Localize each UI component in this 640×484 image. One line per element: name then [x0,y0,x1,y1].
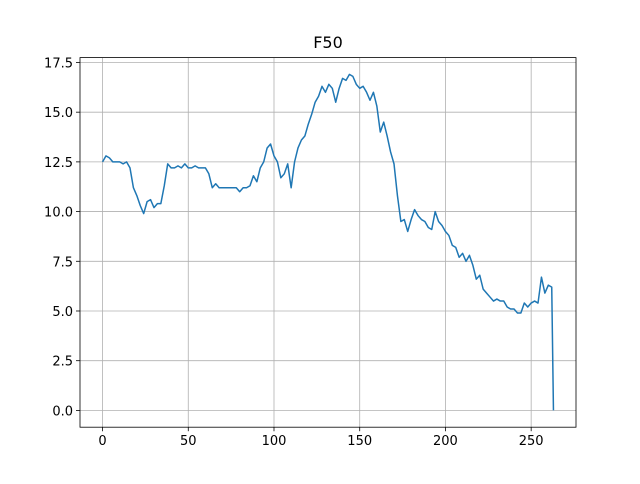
y-tick-label: 0.0 [52,404,73,419]
axes-frame [79,57,577,428]
y-tick-label: 7.5 [52,255,73,270]
y-tick-label: 10.0 [44,206,73,221]
y-tick-label: 12.5 [44,156,73,171]
chart-title: F50 [313,33,343,52]
x-tick-label: 100 [262,434,287,449]
y-tick-label: 5.0 [52,305,73,320]
y-tick-label: 15.0 [44,106,73,121]
y-tick-label: 17.5 [44,56,73,71]
data-line [101,73,555,411]
x-tick-label: 0 [98,434,106,449]
y-tick-label: 2.5 [52,355,73,370]
x-tick-label: 50 [180,434,197,449]
x-tick-label: 200 [433,434,458,449]
x-tick-label: 150 [347,434,372,449]
x-tick-label: 250 [519,434,544,449]
